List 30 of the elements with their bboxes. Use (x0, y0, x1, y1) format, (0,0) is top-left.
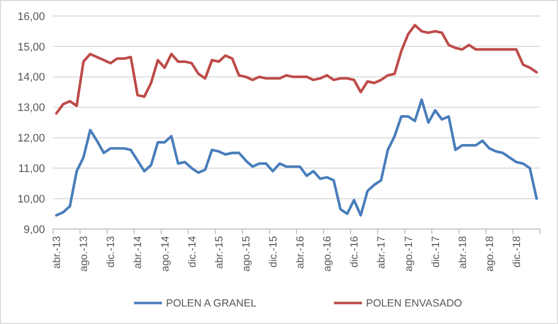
x-tick-label: abr.-17 (376, 236, 388, 269)
x-tick-label: dic.-18 (511, 236, 523, 268)
x-tick-label: ago.-15 (240, 236, 252, 272)
x-tick-label: ago.-14 (159, 236, 172, 272)
x-tick-label: dic.-17 (430, 236, 442, 268)
y-tick-label: 14,00 (17, 72, 45, 84)
x-tick-label: ago.-16 (322, 236, 334, 272)
x-tick-label: abr.-14 (132, 236, 144, 269)
x-tick-label: ago.-17 (402, 236, 415, 272)
x-tick-label: dic.-16 (348, 236, 361, 268)
x-tick-label: dic.-14 (186, 236, 198, 268)
y-tick-label: 15,00 (17, 41, 45, 54)
legend-label: POLEN ENVASADO (366, 298, 462, 310)
y-tick-label: 13,00 (17, 102, 45, 114)
x-tick-label: abr.-16 (294, 236, 307, 269)
y-tick-label: 16,00 (17, 10, 45, 23)
x-tick-label: abr.-13 (51, 236, 64, 269)
y-tick-label: 12,00 (17, 132, 45, 145)
x-tick-label: ago.-13 (78, 236, 90, 272)
x-tick-label: abr.-18 (456, 236, 469, 269)
x-tick-label: dic.-15 (268, 236, 280, 268)
legend-label: POLEN A GRANEL (166, 298, 257, 310)
line-series (55, 24, 538, 115)
x-tick-label: abr.-15 (213, 236, 226, 269)
y-tick-label: 11,00 (18, 162, 45, 175)
x-tick-label: dic.-13 (105, 236, 118, 268)
y-tick-label: 10,00 (17, 193, 45, 206)
line-series (55, 98, 538, 217)
y-tick-label: 9,00 (24, 224, 45, 236)
x-tick-label: ago.-18 (484, 236, 496, 272)
